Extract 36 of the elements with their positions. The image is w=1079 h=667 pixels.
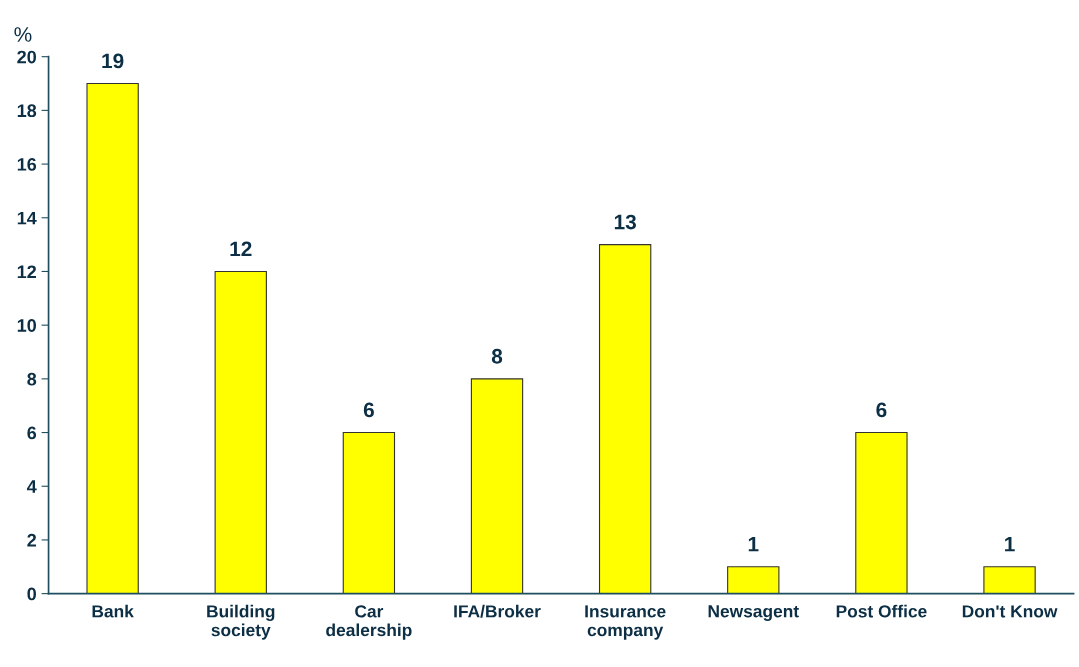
data-label: 8	[491, 348, 503, 364]
y-tick-label: 14	[17, 211, 37, 225]
data-label: 19	[102, 53, 124, 69]
data-label: 1	[748, 537, 759, 552]
x-tick-label: Post Office	[836, 604, 927, 618]
y-axis-title: %	[14, 27, 32, 42]
bar	[727, 566, 780, 594]
data-label: 13	[614, 214, 636, 230]
data-label: 1	[1005, 537, 1015, 552]
bar	[855, 431, 908, 594]
data-label: 6	[876, 402, 887, 418]
y-tick-label: 20	[17, 50, 37, 64]
data-label: 12	[230, 241, 252, 257]
y-tick-label: 6	[27, 426, 37, 440]
bar	[86, 82, 139, 594]
y-tick-label: 0	[27, 587, 37, 601]
y-tick-label: 12	[17, 265, 37, 279]
x-tick-label: Newsagent	[708, 605, 799, 621]
y-tick-label: 4	[26, 480, 37, 493]
data-label: 6	[363, 402, 374, 418]
bar	[983, 566, 1036, 594]
y-tick-label: 18	[17, 104, 37, 118]
x-tick-label: Car dealership	[326, 605, 412, 640]
y-tick-label: 8	[27, 372, 37, 386]
bar	[342, 431, 396, 594]
y-tick-label: 16	[17, 158, 37, 171]
bar	[598, 244, 652, 594]
x-tick-label: IFA/Broker	[454, 604, 541, 618]
y-tick-label: 2	[27, 533, 37, 547]
x-tick-label: Insurance company	[585, 605, 666, 640]
bar	[214, 270, 267, 594]
y-tick-label: 10	[17, 319, 37, 332]
x-tick-label: Building society	[207, 604, 275, 640]
x-tick-label: Don't Know	[962, 605, 1058, 618]
bar	[470, 378, 524, 594]
x-tick-label: Bank	[92, 604, 134, 618]
